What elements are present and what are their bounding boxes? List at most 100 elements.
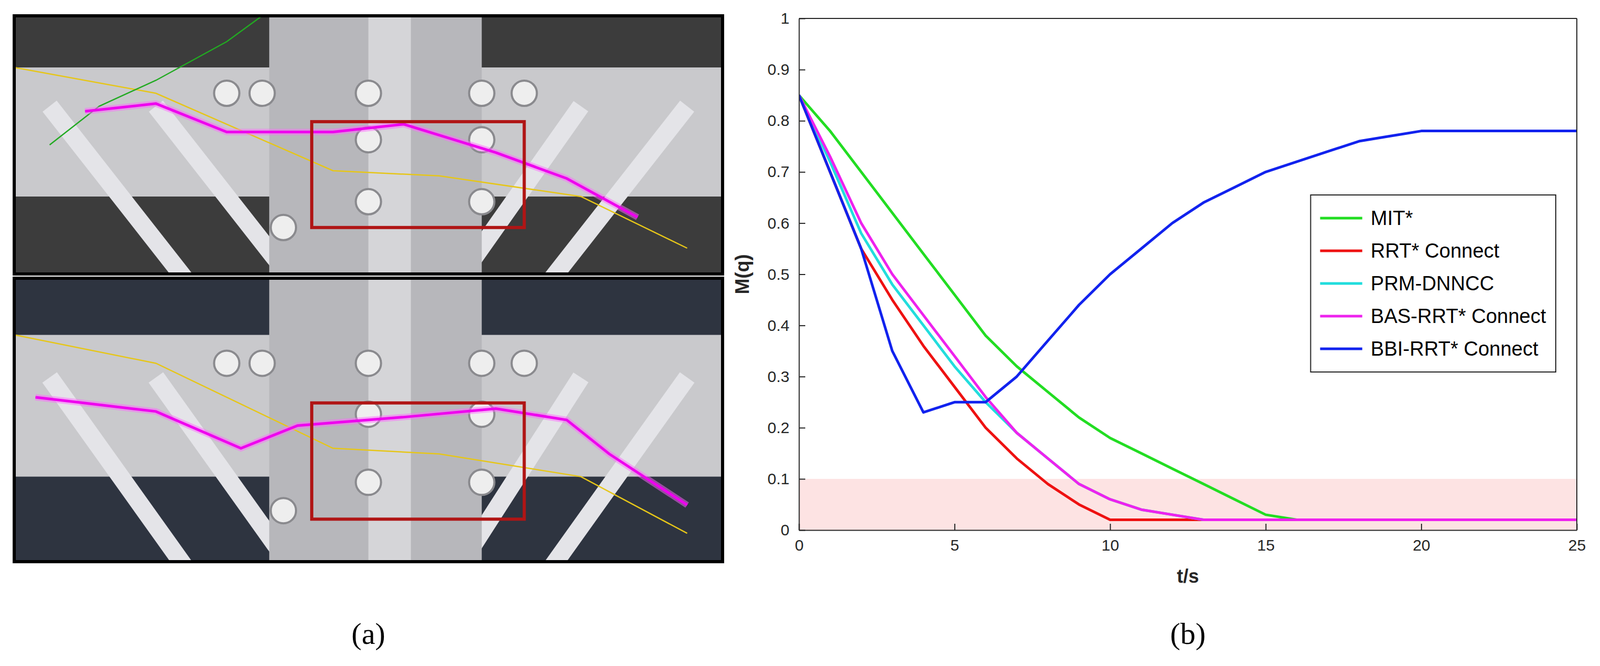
x-axis-title: t/s — [1176, 565, 1199, 587]
x-tick-label: 25 — [1568, 536, 1586, 554]
bolt — [511, 80, 537, 106]
focus-box — [311, 402, 525, 520]
bolt — [214, 80, 240, 106]
series-line — [798, 95, 1577, 413]
legend-swatch — [1320, 216, 1363, 220]
y-tick-mark — [798, 69, 806, 71]
panel-caption: (b) — [1170, 616, 1207, 651]
figure: 051015202500.10.20.30.40.50.60.70.80.91t… — [0, 0, 1600, 666]
threshold-band — [798, 478, 1577, 530]
bolt — [469, 401, 495, 427]
bolt — [469, 189, 495, 215]
bolt — [469, 469, 495, 495]
y-tick-mark — [798, 120, 806, 122]
brace — [545, 106, 688, 275]
y-tick-label: 0.7 — [767, 162, 790, 181]
bolt — [469, 80, 495, 106]
y-tick-label: 0.3 — [767, 367, 790, 385]
tree-branch — [49, 15, 263, 145]
y-tick: 0.5 — [767, 265, 806, 283]
x-tick: 15 — [1257, 523, 1275, 554]
y-tick: 0.3 — [767, 367, 806, 385]
y-tick-mark — [798, 222, 806, 224]
x-tick-mark — [954, 523, 956, 530]
x-tick-mark — [1109, 523, 1111, 530]
y-tick-mark — [798, 324, 806, 327]
legend-swatch — [1320, 281, 1363, 285]
y-tick-mark — [798, 529, 806, 531]
bolt — [356, 80, 382, 106]
y-tick: 0.7 — [767, 162, 806, 181]
y-tick: 0.4 — [767, 316, 806, 334]
legend-label: MIT* — [1370, 206, 1414, 230]
y-tick: 0.1 — [767, 469, 806, 488]
series-line — [798, 95, 1577, 520]
column — [269, 15, 482, 274]
bolt — [270, 214, 296, 241]
scene-background — [14, 278, 723, 562]
y-axis-title: M(q) — [731, 254, 754, 295]
x-tick-mark — [1420, 523, 1422, 530]
tree-branch — [14, 334, 688, 534]
y-tick-mark — [798, 171, 806, 173]
scene-background — [14, 15, 723, 274]
y-tick-label: 0 — [780, 520, 790, 539]
bolt — [214, 350, 240, 376]
y-tick-label: 0.2 — [767, 418, 790, 437]
x-tick-label: 20 — [1412, 536, 1430, 554]
scene — [14, 278, 723, 576]
x-tick-label: 0 — [794, 536, 804, 554]
x-axis: 0 5 10 15 20 25 — [794, 523, 1586, 554]
y-tick: 0.9 — [767, 60, 806, 78]
bolt — [249, 80, 275, 106]
frame-top — [798, 17, 1577, 19]
x-tick-mark — [1265, 523, 1267, 530]
y-tick-label: 0.9 — [767, 60, 790, 78]
legend: MIT* RRT* Connect PRM-DNNCC BAS-RRT* Connec… — [1310, 194, 1556, 372]
series-line — [798, 95, 1577, 520]
scene-content — [14, 15, 723, 274]
legend-label: PRM-DNNCC — [1370, 272, 1495, 295]
panel-a — [14, 15, 723, 576]
y-tick-label: 0.5 — [767, 265, 790, 283]
x-tick: 5 — [950, 523, 960, 554]
y-tick-mark — [798, 376, 806, 378]
series-line — [798, 95, 1577, 520]
y-tick: 0.2 — [767, 418, 806, 437]
planned-path — [35, 397, 687, 505]
y-tick: 0.6 — [767, 214, 806, 232]
brace — [545, 377, 688, 562]
bolt — [356, 189, 382, 215]
bolt — [356, 469, 382, 495]
frame-right — [1576, 18, 1578, 530]
legend-swatch — [1320, 347, 1363, 350]
y-tick-mark — [798, 273, 806, 275]
legend-label: BBI-RRT* Connect — [1370, 337, 1539, 360]
scene — [14, 15, 723, 288]
y-tick-label: 0.6 — [767, 214, 790, 232]
x-tick: 10 — [1101, 523, 1120, 554]
y-axis: 00.10.20.30.40.50.60.70.80.91 — [767, 9, 806, 539]
legend-label: RRT* Connect — [1370, 239, 1500, 262]
y-tick-mark — [798, 478, 806, 480]
panel-b: 051015202500.10.20.30.40.50.60.70.80.91t… — [731, 9, 1586, 587]
series-line — [798, 95, 1577, 520]
x-axis-line — [799, 529, 1578, 531]
scene-content — [14, 278, 723, 562]
focus-box — [311, 121, 525, 228]
bolt — [469, 350, 495, 376]
y-tick: 0 — [780, 520, 806, 539]
y-tick-mark — [798, 427, 806, 429]
bolt — [249, 350, 275, 376]
y-tick-label: 0.8 — [767, 111, 790, 130]
y-tick-label: 0.4 — [767, 316, 790, 334]
legend-label: BAS-RRT* Connect — [1370, 304, 1547, 328]
scene-frame — [14, 15, 723, 274]
planned-path-glow — [35, 397, 687, 505]
x-tick: 20 — [1412, 523, 1430, 554]
y-tick: 0.8 — [767, 111, 806, 130]
x-tick-label: 15 — [1257, 536, 1275, 554]
legend-swatch — [1320, 314, 1363, 318]
tree-branch — [14, 67, 688, 249]
y-tick-label: 0.1 — [767, 469, 790, 488]
